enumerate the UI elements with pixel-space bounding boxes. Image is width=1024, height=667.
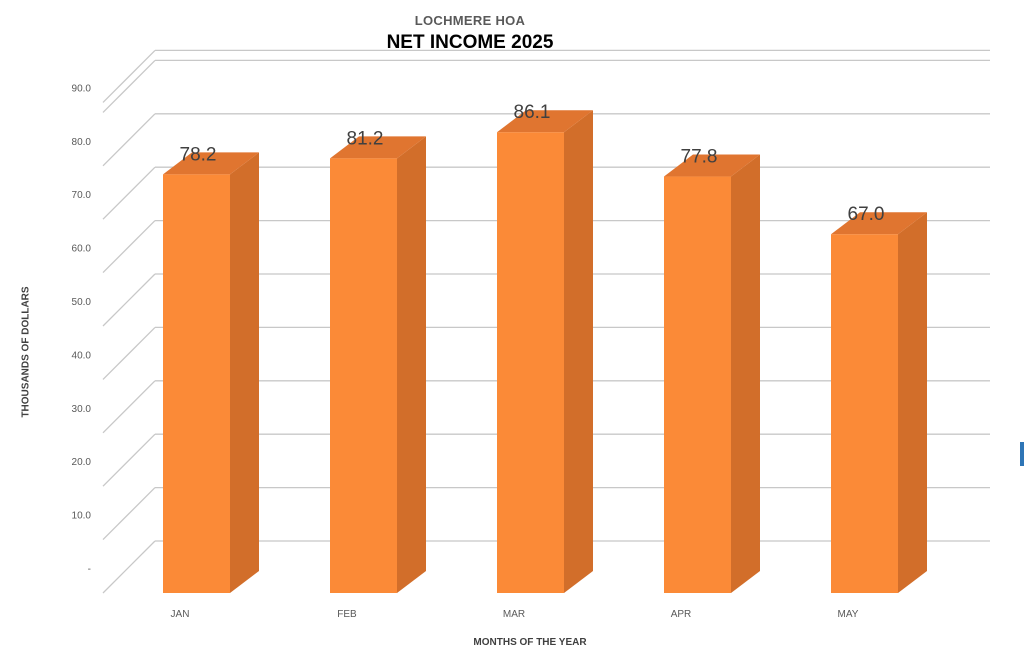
gridline-side [102,220,156,274]
bar-top [831,212,927,235]
x-axis-label: MONTHS OF THE YEAR [473,637,587,648]
data-label: 81.2 [347,128,384,149]
y-tick-label: 30.0 [72,404,92,415]
y-tick-label: 40.0 [72,350,92,361]
bar-top [330,136,426,159]
gridline-side [102,326,156,380]
data-label: 86.1 [514,102,551,123]
bar-side [731,154,760,593]
chart-subtitle: LOCHMERE HOA [414,13,526,28]
bar-side [564,110,593,593]
data-label: 78.2 [180,144,217,165]
gridline-side [102,433,156,487]
x-tick-label: JAN [171,609,190,620]
bar [497,132,564,593]
y-tick-label: 70.0 [72,190,92,201]
bar-top [497,110,593,133]
bar-top [664,154,760,177]
y-tick-label: 20.0 [72,457,92,468]
data-label: 67.0 [848,204,885,225]
bar [330,158,397,593]
x-tick-label: MAR [503,609,525,620]
bar [664,176,731,593]
y-tick-label: 60.0 [72,244,92,255]
bar [163,174,230,594]
gridline-side [102,487,156,541]
gridline-side [102,540,156,594]
gridline-side [102,380,156,434]
edge-marker [1020,442,1024,466]
bar [831,234,898,593]
bar-top [163,152,259,175]
data-label: 77.8 [681,147,718,168]
x-tick-label: APR [671,609,692,620]
bar-side [898,212,927,593]
y-tick-label: - [88,564,91,575]
x-tick-label: MAY [838,609,859,620]
gridline-side [102,113,156,167]
y-tick-label: 90.0 [72,83,92,94]
bar-side [230,152,259,594]
bar-side [397,136,426,593]
chart-title: NET INCOME 2025 [386,32,554,53]
gridline-side [102,59,156,113]
x-tick-label: FEB [337,609,357,620]
gridline-side [102,273,156,327]
y-tick-label: 10.0 [72,511,92,522]
gridline-side [102,166,156,220]
side-wall-top-edge [102,49,156,103]
y-tick-label: 50.0 [72,297,92,308]
y-tick-label: 80.0 [72,137,92,148]
